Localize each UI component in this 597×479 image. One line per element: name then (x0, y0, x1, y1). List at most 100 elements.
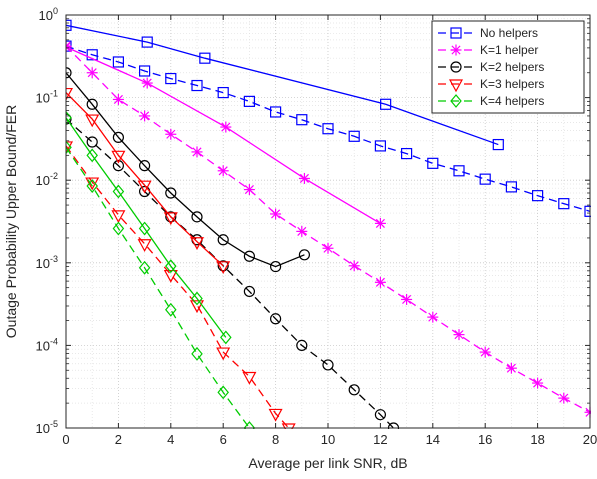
data-point (453, 165, 465, 177)
legend-item: K=2 helpers (438, 60, 544, 74)
star-stroke (244, 185, 254, 195)
y-tick-exponent: -2 (50, 171, 58, 181)
data-point (374, 217, 386, 229)
star-stroke (375, 218, 385, 228)
star-stroke (454, 330, 464, 340)
star-stroke (375, 277, 385, 287)
series-line (66, 145, 290, 429)
y-tick-exponent: -1 (50, 89, 58, 99)
data-point (163, 269, 178, 283)
data-point (86, 49, 98, 61)
series-line (66, 45, 591, 212)
data-point (243, 285, 255, 298)
data-point (298, 249, 311, 261)
star-stroke (451, 45, 461, 55)
series-1 (66, 40, 591, 217)
data-point (492, 138, 504, 151)
y-axis-label: Outage Probability Upper Bound/FER (3, 105, 19, 338)
legend-label: No helpers (480, 26, 538, 40)
data-point (505, 362, 517, 374)
series-6 (66, 87, 231, 275)
data-point (85, 114, 100, 128)
y-tick-label: 10-3 (36, 254, 58, 271)
x-tick-label: 4 (167, 432, 174, 447)
data-point (374, 276, 386, 288)
data-point (112, 93, 124, 105)
star-stroke (140, 111, 150, 121)
y-tick-base: 10 (39, 8, 53, 23)
y-tick-base: 10 (36, 421, 50, 436)
data-point (558, 198, 570, 210)
data-point (217, 234, 229, 246)
data-point (532, 377, 544, 389)
legend-marker (450, 44, 462, 56)
series-line (66, 24, 499, 146)
data-point (401, 293, 413, 305)
data-point (268, 408, 283, 422)
data-point (189, 300, 205, 314)
data-point (165, 259, 177, 274)
legend-item: K=4 helpers (438, 94, 544, 108)
y-tick-exponent: -5 (50, 419, 58, 429)
legend-item: K=3 helpers (438, 77, 544, 93)
legend-marker (450, 61, 462, 73)
star-stroke (66, 42, 71, 48)
data-point (348, 260, 360, 272)
data-point (112, 184, 125, 199)
legend-item: No helpers (438, 26, 538, 40)
star-stroke (218, 166, 228, 176)
star-stroke (559, 393, 569, 403)
data-point (296, 339, 308, 351)
data-point (380, 98, 392, 110)
x-tick-label: 12 (373, 432, 387, 447)
data-point (165, 187, 177, 199)
data-point (453, 329, 465, 341)
data-point (141, 77, 153, 89)
x-axis-label: Average per link SNR, dB (248, 455, 407, 471)
y-tick-label: 100 (39, 6, 58, 23)
data-point (112, 221, 125, 236)
data-point (112, 56, 125, 68)
data-point (165, 72, 177, 85)
data-point (243, 250, 255, 262)
series-0 (66, 19, 504, 151)
data-point (217, 260, 229, 272)
data-point (558, 392, 570, 404)
x-tick-label: 16 (478, 432, 492, 447)
data-point (66, 67, 72, 79)
legend-item: K=1 helper (438, 43, 538, 57)
y-tick-base: 10 (36, 256, 50, 271)
data-point (216, 347, 231, 361)
data-point (86, 136, 98, 148)
data-point (66, 113, 72, 125)
star-stroke (323, 243, 333, 253)
data-point (191, 346, 203, 361)
star-stroke (428, 312, 438, 322)
data-point (217, 385, 229, 400)
data-point (322, 123, 334, 135)
data-point (137, 239, 152, 253)
data-point (427, 157, 439, 169)
y-tick-base: 10 (36, 338, 50, 353)
data-point (270, 106, 282, 118)
data-point (165, 302, 177, 317)
x-tick-label: 14 (426, 432, 440, 447)
y-tick-base: 10 (36, 91, 50, 106)
star-stroke (271, 209, 281, 219)
data-point (112, 131, 125, 143)
data-point (298, 172, 310, 184)
legend-marker (450, 27, 462, 39)
legend: No helpers K=1 helper K=2 helpers K=3 helpe… (431, 20, 585, 114)
data-point (66, 140, 72, 155)
legend-label: K=1 helper (480, 43, 538, 57)
data-point (296, 225, 308, 237)
data-point (220, 121, 232, 133)
star-stroke (506, 363, 516, 373)
series-line (66, 146, 250, 429)
x-tick-label: 20 (583, 432, 597, 447)
data-point (322, 242, 334, 254)
data-point (479, 173, 491, 185)
star-stroke (142, 78, 152, 88)
